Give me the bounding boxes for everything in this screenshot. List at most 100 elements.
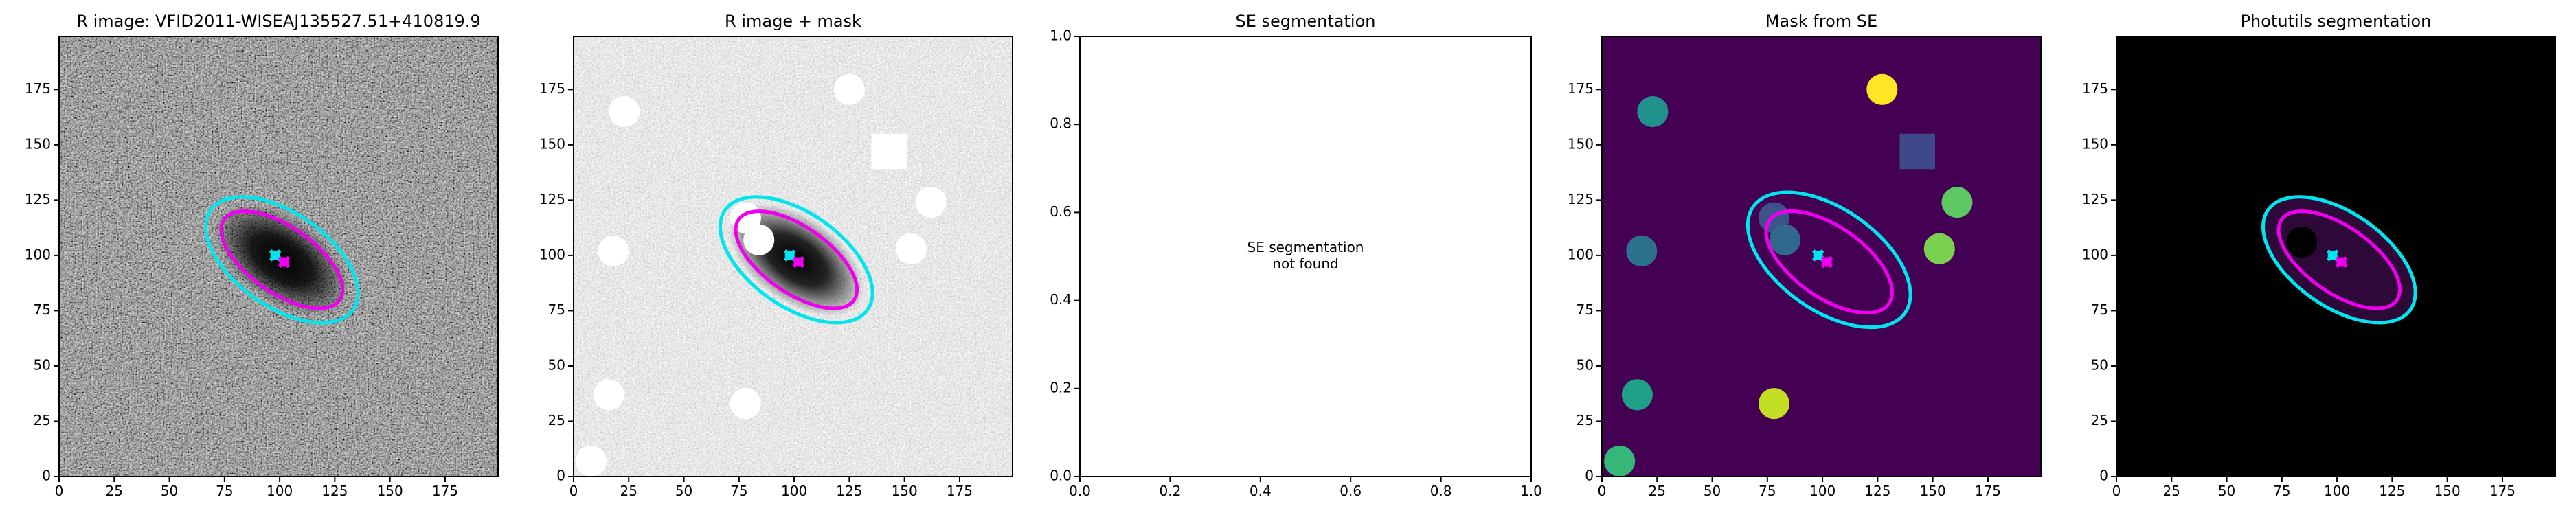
y-tick-label: 0.6 [1050,203,1072,220]
x-tick-label: 0 [1598,483,1607,499]
y-tick-label: 150 [25,135,51,152]
x-tick-label: 100 [781,483,807,499]
y-tick-label: 0.2 [1050,379,1072,396]
mask-circle [1637,95,1669,128]
annotation: not found [1272,255,1338,272]
mask-circle [915,187,947,218]
panel [2116,36,2555,477]
center-marker [269,249,282,262]
x-tick-label: 25 [620,483,637,499]
y-tick-label: 75 [1577,301,1594,318]
x-tick-label: 50 [1704,483,1721,499]
mask-circle [609,95,640,128]
axes-frame [573,36,1013,477]
x-tick-label: 100 [2324,483,2350,499]
center-marker [2326,249,2339,262]
y-tick-label: 100 [2082,246,2108,262]
x-tick-label: 25 [1649,483,1666,499]
y-tick-label: 50 [34,356,51,373]
x-tick-label: 75 [1759,483,1776,499]
y-tick-label: 50 [548,356,565,373]
y-tick-label: 0.4 [1050,291,1072,308]
x-tick-label: 175 [2489,483,2516,499]
y-tick-label: 25 [1577,412,1594,428]
y-tick-label: 0 [42,468,51,484]
mask-circle [1758,388,1789,420]
x-tick-label: 0.6 [1340,483,1362,499]
axes-frame [58,36,499,477]
center-marker [1820,255,1833,268]
panel-title: SE segmentation [1236,12,1376,31]
center-marker [2335,255,2348,268]
y-tick-label: 100 [1568,246,1594,262]
mask-circle [593,379,624,411]
panel-title: R image + mask [725,12,861,31]
y-tick-label: 175 [25,80,51,97]
center-marker [1811,249,1824,262]
x-tick-label: 175 [432,483,458,499]
x-tick-label: 125 [1864,483,1890,499]
axes-frame [1079,36,1532,477]
mask-circle [895,233,927,264]
y-tick-label: 100 [539,246,565,262]
y-tick-label: 0 [1585,468,1594,484]
y-tick-label: 150 [2082,135,2108,152]
x-tick-label: 125 [2379,483,2405,499]
y-tick-label: 175 [2082,80,2108,97]
y-tick-label: 100 [25,246,51,262]
axes-frame [2116,36,2556,477]
x-tick-label: 175 [947,483,973,499]
x-tick-label: 25 [106,483,123,499]
x-tick-label: 0 [569,483,578,499]
aperture-ellipse [734,209,859,310]
y-tick-label: 125 [2082,191,2108,207]
mask-circle [1604,445,1636,477]
aperture-ellipse [204,195,360,325]
y-tick-label: 0 [2099,468,2108,484]
y-tick-label: 0 [556,468,565,484]
y-tick-label: 75 [2091,301,2108,318]
y-tick-label: 50 [2091,356,2108,373]
y-tick-label: 175 [1568,80,1594,97]
x-tick-label: 0.8 [1430,483,1452,499]
mask-circle [1626,235,1658,266]
x-tick-label: 175 [1975,483,2001,499]
axes-frame [1601,36,2042,477]
aperture-ellipse [1745,190,1912,330]
x-tick-label: 0 [2112,483,2121,499]
mask-circle [1866,73,1898,105]
x-tick-label: 100 [267,483,293,499]
x-tick-label: 0.0 [1069,483,1091,499]
x-tick-label: 25 [2163,483,2180,499]
y-tick-label: 25 [548,412,565,428]
mask-circle [743,224,775,255]
center-marker [278,255,291,268]
center-marker [792,255,805,268]
y-tick-label: 1.0 [1050,27,1072,44]
panel-title: R image: VFID2011-WISEAJ135527.51+410819… [76,12,480,31]
x-tick-label: 50 [161,483,178,499]
aperture-ellipse [2276,209,2402,310]
panel [574,36,1013,477]
x-tick-label: 0.4 [1250,483,1272,499]
mask-circle [2286,227,2318,258]
y-tick-label: 50 [1577,356,1594,373]
mask-circle [730,388,761,420]
panel-title: Photutils segmentation [2241,12,2432,31]
mask-circle [833,73,865,105]
x-tick-label: 150 [1920,483,1946,499]
x-tick-label: 75 [216,483,233,499]
y-tick-label: 0.8 [1050,115,1072,132]
mask-circle [1923,233,1955,264]
mask-circle [576,445,607,477]
aperture-ellipse [1764,209,1894,315]
x-tick-label: 75 [730,483,747,499]
panel-title: Mask from SE [1765,12,1877,31]
panel [59,36,498,477]
mask-circle [1621,379,1653,411]
aperture-ellipse [219,209,345,310]
mask-circle [598,235,629,266]
mask-square [871,133,907,170]
panel [1602,36,2041,477]
